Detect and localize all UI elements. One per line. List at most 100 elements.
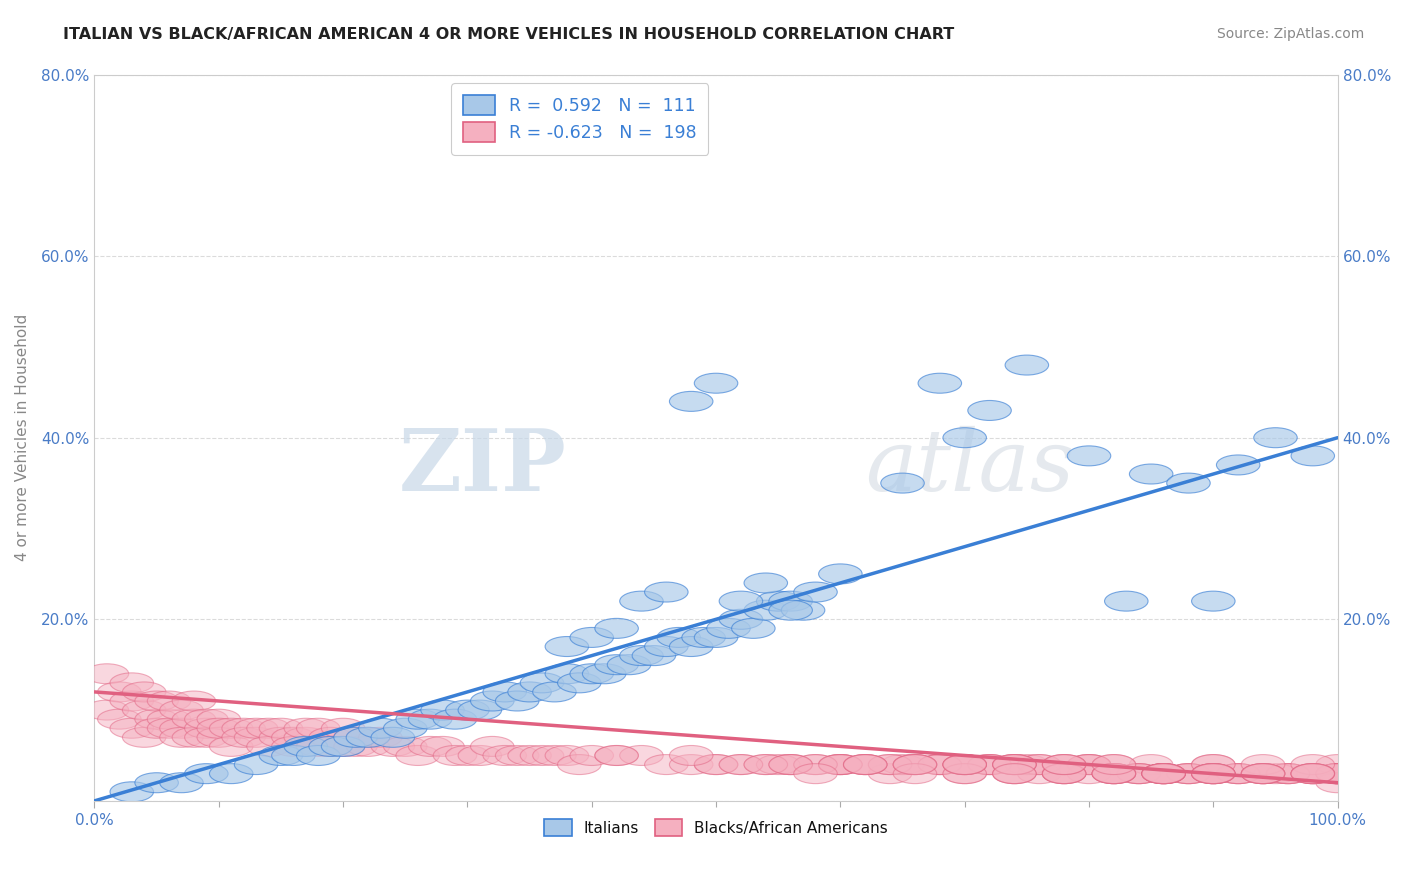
Ellipse shape	[160, 718, 204, 739]
Ellipse shape	[433, 746, 477, 765]
Ellipse shape	[1191, 764, 1234, 784]
Ellipse shape	[918, 755, 962, 774]
Ellipse shape	[569, 627, 613, 648]
Ellipse shape	[297, 718, 340, 739]
Ellipse shape	[893, 755, 936, 774]
Ellipse shape	[122, 727, 166, 747]
Y-axis label: 4 or more Vehicles in Household: 4 or more Vehicles in Household	[15, 314, 30, 561]
Ellipse shape	[1042, 755, 1085, 774]
Ellipse shape	[718, 609, 762, 629]
Ellipse shape	[993, 764, 1036, 784]
Ellipse shape	[1241, 764, 1285, 784]
Ellipse shape	[110, 673, 153, 693]
Ellipse shape	[508, 746, 551, 765]
Ellipse shape	[1167, 764, 1211, 784]
Text: ITALIAN VS BLACK/AFRICAN AMERICAN 4 OR MORE VEHICLES IN HOUSEHOLD CORRELATION CH: ITALIAN VS BLACK/AFRICAN AMERICAN 4 OR M…	[63, 27, 955, 42]
Ellipse shape	[943, 764, 987, 784]
Ellipse shape	[396, 746, 440, 765]
Ellipse shape	[1241, 764, 1285, 784]
Ellipse shape	[235, 755, 278, 774]
Ellipse shape	[818, 755, 862, 774]
Ellipse shape	[967, 755, 1011, 774]
Ellipse shape	[1018, 755, 1062, 774]
Ellipse shape	[769, 591, 813, 611]
Ellipse shape	[1067, 755, 1111, 774]
Ellipse shape	[408, 709, 451, 729]
Ellipse shape	[669, 755, 713, 774]
Ellipse shape	[247, 718, 290, 739]
Ellipse shape	[297, 746, 340, 765]
Ellipse shape	[184, 764, 228, 784]
Ellipse shape	[707, 618, 751, 639]
Ellipse shape	[967, 755, 1011, 774]
Ellipse shape	[495, 691, 538, 711]
Ellipse shape	[1129, 464, 1173, 484]
Ellipse shape	[818, 564, 862, 584]
Ellipse shape	[818, 755, 862, 774]
Ellipse shape	[744, 600, 787, 620]
Ellipse shape	[259, 727, 302, 747]
Ellipse shape	[1241, 755, 1285, 774]
Ellipse shape	[1142, 764, 1185, 784]
Ellipse shape	[1042, 764, 1085, 784]
Ellipse shape	[943, 755, 987, 774]
Ellipse shape	[235, 718, 278, 739]
Ellipse shape	[769, 600, 813, 620]
Ellipse shape	[160, 700, 204, 720]
Ellipse shape	[769, 755, 813, 774]
Ellipse shape	[359, 718, 402, 739]
Ellipse shape	[333, 737, 377, 756]
Ellipse shape	[471, 737, 515, 756]
Ellipse shape	[197, 709, 240, 729]
Ellipse shape	[322, 737, 366, 756]
Ellipse shape	[1316, 764, 1360, 784]
Ellipse shape	[1067, 446, 1111, 466]
Ellipse shape	[695, 755, 738, 774]
Ellipse shape	[756, 591, 800, 611]
Ellipse shape	[1316, 764, 1360, 784]
Ellipse shape	[607, 655, 651, 674]
Ellipse shape	[184, 727, 228, 747]
Ellipse shape	[384, 718, 427, 739]
Ellipse shape	[918, 755, 962, 774]
Ellipse shape	[1116, 764, 1160, 784]
Ellipse shape	[1316, 764, 1360, 784]
Ellipse shape	[1067, 764, 1111, 784]
Ellipse shape	[782, 600, 825, 620]
Ellipse shape	[1142, 764, 1185, 784]
Ellipse shape	[1291, 764, 1334, 784]
Ellipse shape	[1005, 355, 1049, 375]
Ellipse shape	[322, 718, 366, 739]
Ellipse shape	[595, 746, 638, 765]
Ellipse shape	[1191, 755, 1234, 774]
Ellipse shape	[731, 618, 775, 639]
Ellipse shape	[222, 727, 266, 747]
Ellipse shape	[471, 691, 515, 711]
Ellipse shape	[197, 727, 240, 747]
Ellipse shape	[943, 755, 987, 774]
Ellipse shape	[197, 718, 240, 739]
Ellipse shape	[371, 727, 415, 747]
Ellipse shape	[371, 737, 415, 756]
Ellipse shape	[644, 755, 688, 774]
Ellipse shape	[769, 755, 813, 774]
Ellipse shape	[818, 755, 862, 774]
Ellipse shape	[259, 718, 302, 739]
Ellipse shape	[794, 755, 837, 774]
Legend: Italians, Blacks/African Americans: Italians, Blacks/African Americans	[537, 811, 896, 844]
Ellipse shape	[943, 764, 987, 784]
Ellipse shape	[135, 718, 179, 739]
Ellipse shape	[284, 718, 328, 739]
Ellipse shape	[86, 664, 129, 684]
Ellipse shape	[1267, 764, 1309, 784]
Ellipse shape	[1191, 764, 1234, 784]
Ellipse shape	[769, 755, 813, 774]
Ellipse shape	[620, 646, 664, 665]
Ellipse shape	[1092, 755, 1136, 774]
Ellipse shape	[333, 727, 377, 747]
Ellipse shape	[533, 682, 576, 702]
Ellipse shape	[582, 664, 626, 684]
Ellipse shape	[993, 755, 1036, 774]
Ellipse shape	[1167, 473, 1211, 493]
Ellipse shape	[993, 764, 1036, 784]
